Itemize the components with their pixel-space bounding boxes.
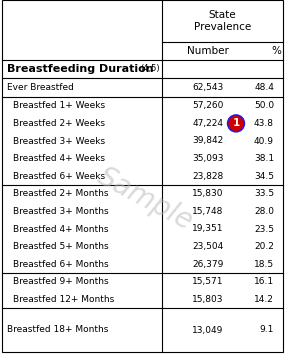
- Text: Breastfeeding Duration: Breastfeeding Duration: [7, 64, 154, 74]
- Text: Sample: Sample: [92, 162, 198, 236]
- Text: 15,830: 15,830: [192, 189, 224, 198]
- Circle shape: [229, 116, 243, 130]
- Text: 1: 1: [232, 118, 240, 129]
- Text: 16.1: 16.1: [254, 277, 274, 286]
- Text: %: %: [271, 46, 281, 56]
- Text: 35,093: 35,093: [192, 154, 224, 163]
- Text: 13,049: 13,049: [192, 325, 224, 335]
- Text: 40.9: 40.9: [254, 137, 274, 145]
- Text: Breastfed 4+ Weeks: Breastfed 4+ Weeks: [13, 154, 105, 163]
- Text: 15,803: 15,803: [192, 295, 224, 304]
- Text: Breastfed 3+ Months: Breastfed 3+ Months: [13, 207, 109, 216]
- Text: Breastfed 6+ Weeks: Breastfed 6+ Weeks: [13, 172, 105, 181]
- Text: Breastfed 5+ Months: Breastfed 5+ Months: [13, 242, 109, 251]
- Text: 20.2: 20.2: [254, 242, 274, 251]
- Circle shape: [227, 115, 245, 132]
- Text: 48.4: 48.4: [254, 83, 274, 92]
- Text: Breastfed 18+ Months: Breastfed 18+ Months: [7, 325, 108, 335]
- Text: 26,379: 26,379: [192, 260, 224, 269]
- Text: 19,351: 19,351: [192, 224, 224, 234]
- Text: 23,828: 23,828: [192, 172, 224, 181]
- Text: 15,748: 15,748: [192, 207, 224, 216]
- Text: Breastfed 3+ Weeks: Breastfed 3+ Weeks: [13, 137, 105, 145]
- Text: Breastfed 1+ Weeks: Breastfed 1+ Weeks: [13, 101, 105, 110]
- Text: 15,571: 15,571: [192, 277, 224, 286]
- Text: Breastfed 4+ Months: Breastfed 4+ Months: [13, 224, 109, 234]
- Text: Breastfed 9+ Months: Breastfed 9+ Months: [13, 277, 109, 286]
- Text: 38.1: 38.1: [254, 154, 274, 163]
- Text: (4,5): (4,5): [140, 64, 160, 74]
- Text: Ever Breastfed: Ever Breastfed: [7, 83, 74, 92]
- Text: 14.2: 14.2: [254, 295, 274, 304]
- Text: State
Prevalence: State Prevalence: [194, 10, 251, 32]
- Text: Breastfed 2+ Weeks: Breastfed 2+ Weeks: [13, 119, 105, 128]
- Text: 43.8: 43.8: [254, 119, 274, 128]
- Text: 23,504: 23,504: [192, 242, 224, 251]
- Text: 50.0: 50.0: [254, 101, 274, 110]
- Text: 57,260: 57,260: [192, 101, 224, 110]
- Text: Breastfed 2+ Months: Breastfed 2+ Months: [13, 189, 109, 198]
- Text: 39,842: 39,842: [192, 137, 224, 145]
- Text: Number: Number: [187, 46, 229, 56]
- Text: 47,224: 47,224: [192, 119, 223, 128]
- Text: 23.5: 23.5: [254, 224, 274, 234]
- Text: 28.0: 28.0: [254, 207, 274, 216]
- Text: 34.5: 34.5: [254, 172, 274, 181]
- Text: 9.1: 9.1: [260, 325, 274, 335]
- Text: 62,543: 62,543: [192, 83, 224, 92]
- Text: 33.5: 33.5: [254, 189, 274, 198]
- Text: Breastfed 12+ Months: Breastfed 12+ Months: [13, 295, 114, 304]
- Text: 18.5: 18.5: [254, 260, 274, 269]
- Text: Breastfed 6+ Months: Breastfed 6+ Months: [13, 260, 109, 269]
